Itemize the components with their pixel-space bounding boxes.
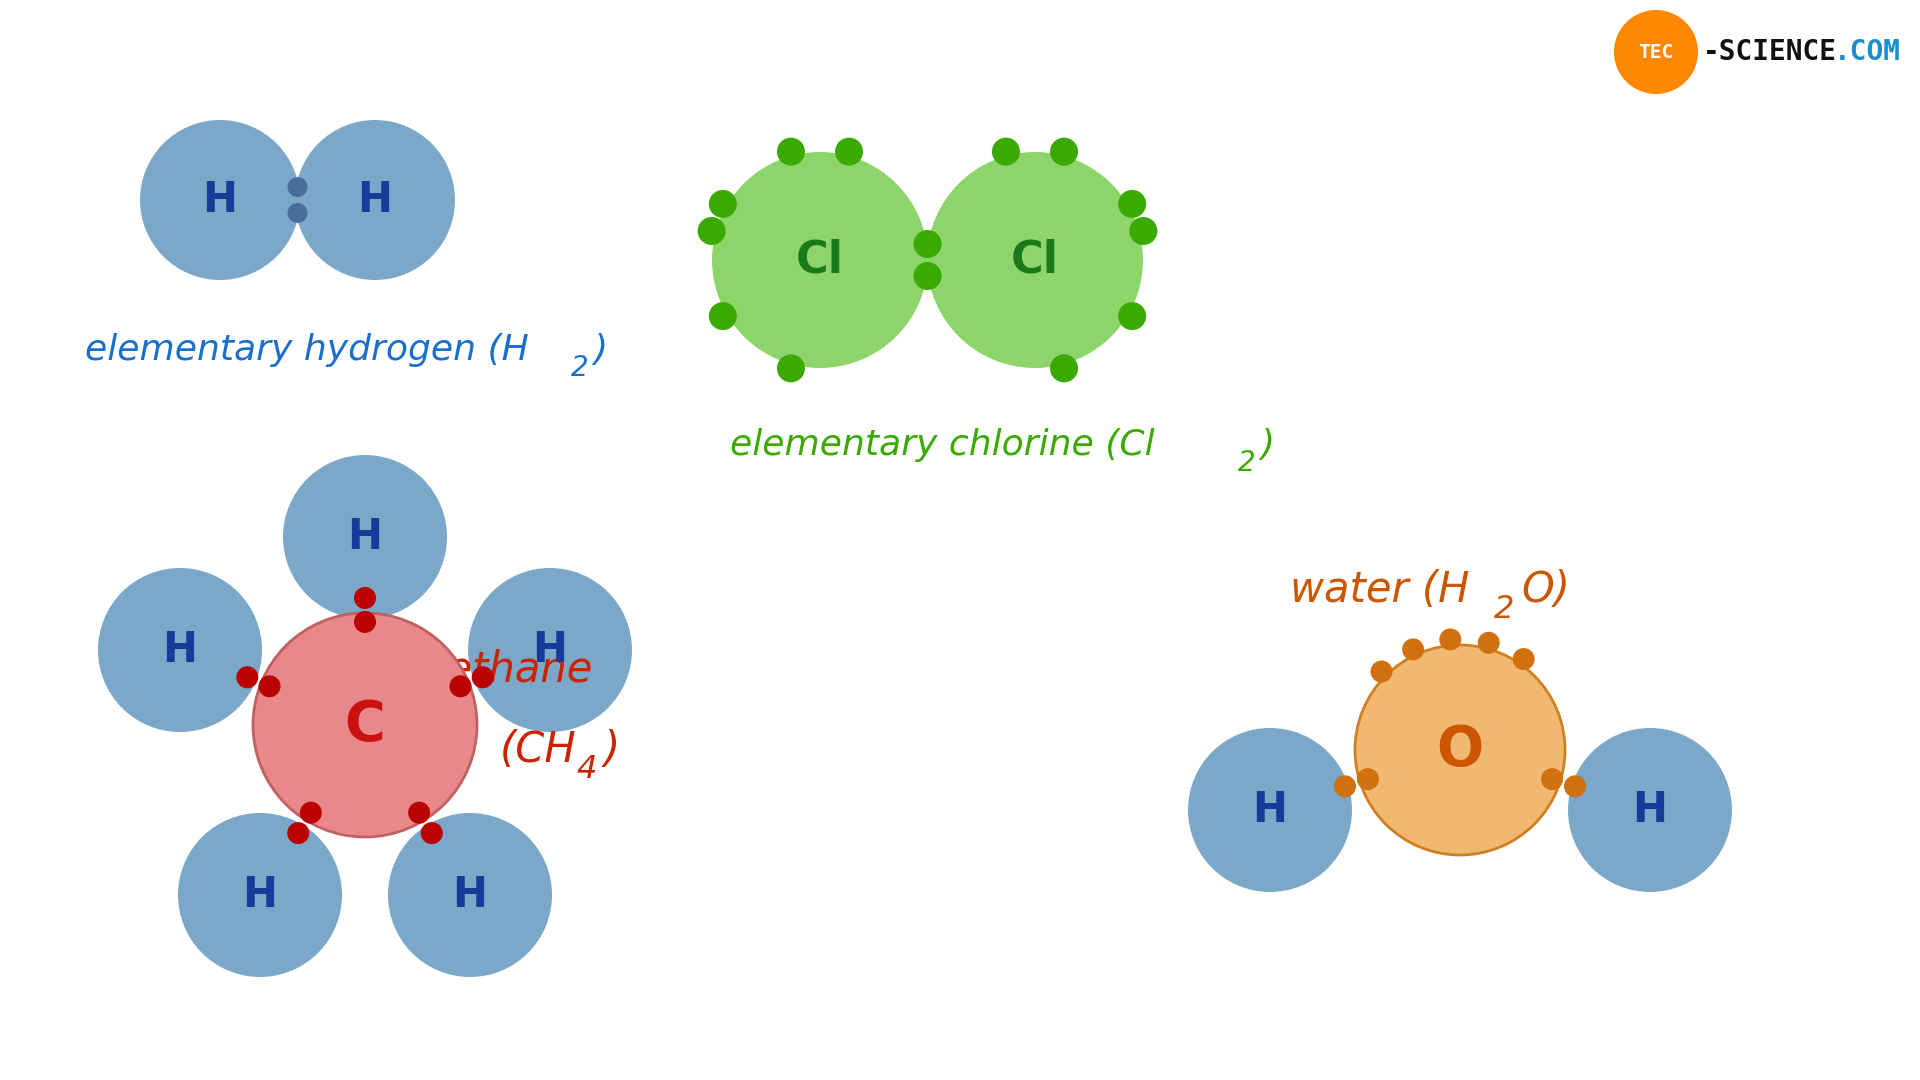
Text: O: O: [1436, 723, 1484, 777]
Circle shape: [708, 190, 737, 218]
Circle shape: [1478, 632, 1500, 653]
Text: H: H: [532, 629, 568, 671]
Circle shape: [708, 302, 737, 330]
Circle shape: [472, 666, 493, 688]
Text: elementary hydrogen (H: elementary hydrogen (H: [84, 333, 528, 367]
Circle shape: [98, 568, 261, 732]
Circle shape: [1117, 190, 1146, 218]
Text: 2: 2: [1238, 449, 1256, 477]
Circle shape: [282, 455, 447, 619]
Circle shape: [914, 262, 941, 291]
Circle shape: [449, 675, 472, 698]
Text: ): ): [603, 729, 620, 771]
Circle shape: [1542, 768, 1563, 791]
Circle shape: [353, 611, 376, 633]
Circle shape: [914, 230, 941, 258]
Text: H: H: [348, 516, 382, 558]
Text: methane: methane: [407, 649, 593, 691]
Text: ): ): [1260, 428, 1275, 462]
Circle shape: [409, 801, 430, 824]
Circle shape: [420, 822, 444, 845]
Text: Cl: Cl: [797, 239, 845, 282]
Text: 4: 4: [576, 755, 597, 785]
Circle shape: [388, 813, 553, 977]
Circle shape: [1513, 648, 1534, 670]
Circle shape: [1371, 661, 1392, 683]
Text: .COM: .COM: [1834, 38, 1901, 66]
Circle shape: [353, 586, 376, 609]
Circle shape: [1615, 10, 1697, 94]
Circle shape: [778, 354, 804, 382]
Text: TEC: TEC: [1638, 42, 1674, 62]
Circle shape: [259, 675, 280, 698]
Circle shape: [712, 152, 927, 368]
Circle shape: [468, 568, 632, 732]
Text: 2: 2: [572, 354, 589, 382]
Circle shape: [288, 822, 309, 845]
Text: elementary chlorine (Cl: elementary chlorine (Cl: [730, 428, 1154, 462]
Circle shape: [288, 203, 307, 222]
Circle shape: [1117, 302, 1146, 330]
Circle shape: [1569, 728, 1732, 892]
Circle shape: [993, 137, 1020, 165]
Text: H: H: [202, 179, 238, 221]
Text: H: H: [1632, 789, 1667, 831]
Text: water (H: water (H: [1290, 569, 1469, 611]
Circle shape: [697, 217, 726, 245]
Circle shape: [179, 813, 342, 977]
Text: H: H: [242, 874, 278, 916]
Text: H: H: [453, 874, 488, 916]
Circle shape: [140, 120, 300, 280]
Text: H: H: [163, 629, 198, 671]
Text: 2: 2: [1494, 594, 1515, 625]
Circle shape: [1565, 775, 1586, 797]
Circle shape: [1334, 775, 1356, 797]
Circle shape: [253, 613, 476, 837]
Circle shape: [1050, 354, 1077, 382]
Circle shape: [1440, 629, 1461, 650]
Text: H: H: [1252, 789, 1288, 831]
Circle shape: [835, 137, 862, 165]
Text: H: H: [357, 179, 392, 221]
Circle shape: [288, 177, 307, 197]
Circle shape: [1402, 638, 1425, 660]
Circle shape: [927, 152, 1142, 368]
Circle shape: [1188, 728, 1352, 892]
Text: (CH: (CH: [499, 729, 576, 771]
Text: ): ): [593, 333, 607, 367]
Circle shape: [1357, 768, 1379, 791]
Text: O): O): [1521, 569, 1571, 611]
Circle shape: [1356, 645, 1565, 855]
Circle shape: [1129, 217, 1158, 245]
Circle shape: [778, 137, 804, 165]
Circle shape: [300, 801, 323, 824]
Text: Cl: Cl: [1012, 239, 1060, 282]
Circle shape: [236, 666, 259, 688]
Text: -SCIENCE: -SCIENCE: [1703, 38, 1837, 66]
Circle shape: [296, 120, 455, 280]
Text: C: C: [344, 698, 386, 752]
Circle shape: [1050, 137, 1077, 165]
